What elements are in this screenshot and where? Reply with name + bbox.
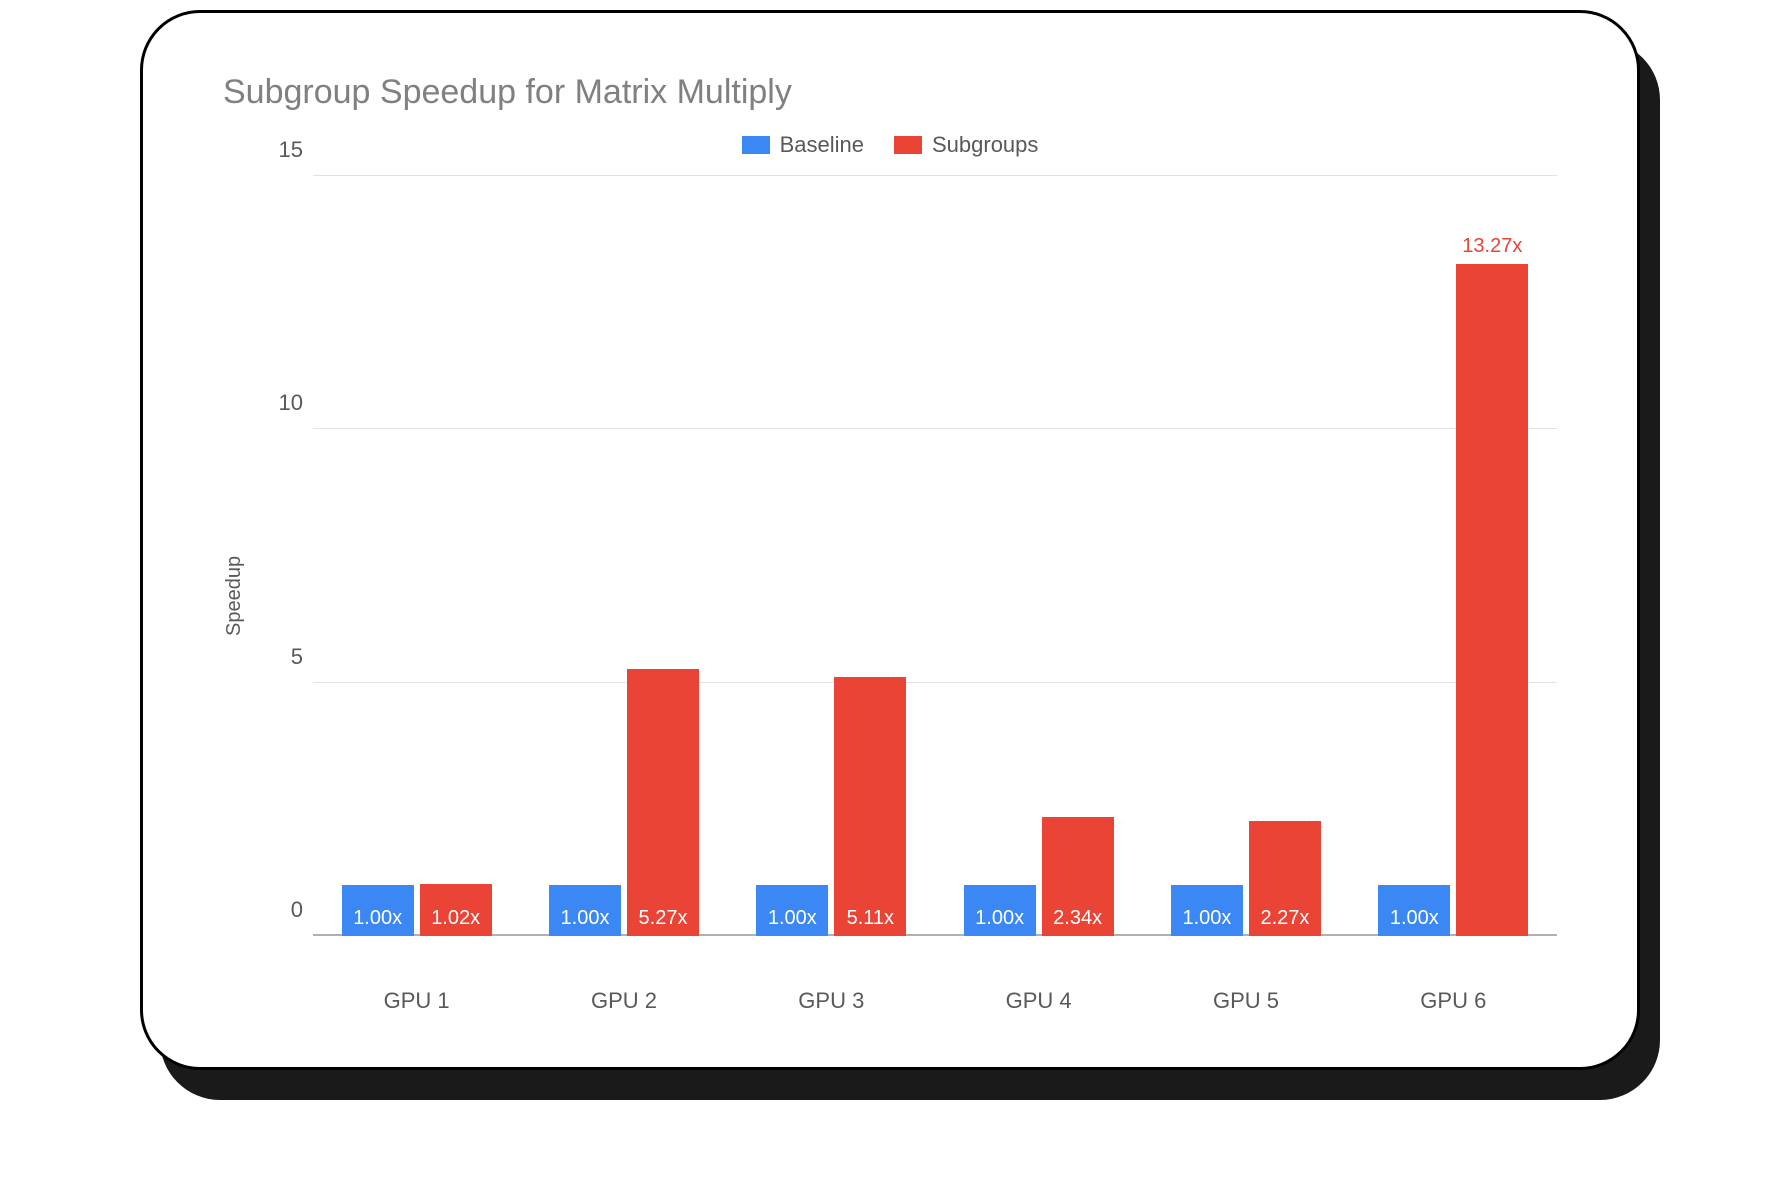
legend-swatch-baseline bbox=[742, 136, 770, 154]
bar-value-label: 1.00x bbox=[1171, 907, 1243, 930]
bar: 5.27x bbox=[627, 669, 699, 936]
bar-group: 1.00x 1.02x bbox=[313, 176, 520, 936]
chart-area: Speedup 051015 1.00x1.02x1.00x5.27x1.00x… bbox=[223, 176, 1557, 976]
legend-swatch-subgroups bbox=[894, 136, 922, 154]
bar-value-label: 1.00x bbox=[342, 907, 414, 930]
bar-groups: 1.00x 1.02x 1.00x 5.27x 1.00x 5.11x 1.00x 2.34x… bbox=[313, 176, 1557, 936]
bar-group: 1.00x 2.27x bbox=[1142, 176, 1349, 936]
bar-value-label: 2.27x bbox=[1249, 907, 1321, 930]
bar-value-label: 2.34x bbox=[1042, 907, 1114, 930]
bar-group: 1.00x 5.27x bbox=[520, 176, 727, 936]
bar-value-label: 1.00x bbox=[756, 907, 828, 930]
bar: 1.00x bbox=[342, 885, 414, 936]
x-tick: GPU 2 bbox=[520, 988, 727, 1014]
bar: 1.00x bbox=[756, 885, 828, 936]
bar-value-label: 1.00x bbox=[964, 907, 1036, 930]
bar: 1.00x bbox=[964, 885, 1036, 936]
bar: 2.27x bbox=[1249, 821, 1321, 936]
bar-value-label: 1.02x bbox=[420, 907, 492, 930]
bar-group: 1.00x 13.27x bbox=[1350, 176, 1557, 936]
bar: 1.00x bbox=[1171, 885, 1243, 936]
y-tick: 10 bbox=[279, 390, 303, 416]
legend-item-baseline: Baseline bbox=[742, 132, 864, 158]
bar-value-label: 5.27x bbox=[627, 907, 699, 930]
bar: 13.27x bbox=[1456, 264, 1528, 936]
bar: 5.11x bbox=[834, 677, 906, 936]
chart-title: Subgroup Speedup for Matrix Multiply bbox=[223, 73, 1557, 112]
legend: Baseline Subgroups bbox=[223, 132, 1557, 158]
bar-value-label: 13.27x bbox=[1456, 235, 1528, 258]
legend-label-baseline: Baseline bbox=[780, 132, 864, 158]
bar-group: 1.00x 5.11x bbox=[728, 176, 935, 936]
chart-card: Subgroup Speedup for Matrix Multiply Bas… bbox=[140, 10, 1640, 1070]
bar: 1.00x bbox=[549, 885, 621, 936]
bar-group: 1.00x 2.34x bbox=[935, 176, 1142, 936]
y-tick: 5 bbox=[291, 644, 303, 670]
bar: 1.02x bbox=[420, 884, 492, 936]
x-tick: GPU 4 bbox=[935, 988, 1142, 1014]
x-axis-ticks: GPU 1GPU 2GPU 3GPU 4GPU 5GPU 6 bbox=[313, 988, 1557, 1014]
bar-value-label: 1.00x bbox=[549, 907, 621, 930]
legend-label-subgroups: Subgroups bbox=[932, 132, 1038, 158]
x-tick: GPU 3 bbox=[728, 988, 935, 1014]
bar: 2.34x bbox=[1042, 817, 1114, 936]
y-axis-ticks: 051015 bbox=[253, 176, 313, 936]
y-axis-label: Speedup bbox=[223, 176, 253, 976]
bar: 1.00x bbox=[1378, 885, 1450, 936]
bar-value-label: 1.00x bbox=[1378, 907, 1450, 930]
legend-item-subgroups: Subgroups bbox=[894, 132, 1038, 158]
x-tick: GPU 6 bbox=[1350, 988, 1557, 1014]
plot-area: 1.00x 1.02x 1.00x 5.27x 1.00x 5.11x 1.00x 2.34x… bbox=[313, 176, 1557, 936]
y-tick: 15 bbox=[279, 137, 303, 163]
x-tick: GPU 5 bbox=[1142, 988, 1349, 1014]
bar-value-label: 5.11x bbox=[834, 907, 906, 930]
x-tick: GPU 1 bbox=[313, 988, 520, 1014]
y-tick: 0 bbox=[291, 897, 303, 923]
